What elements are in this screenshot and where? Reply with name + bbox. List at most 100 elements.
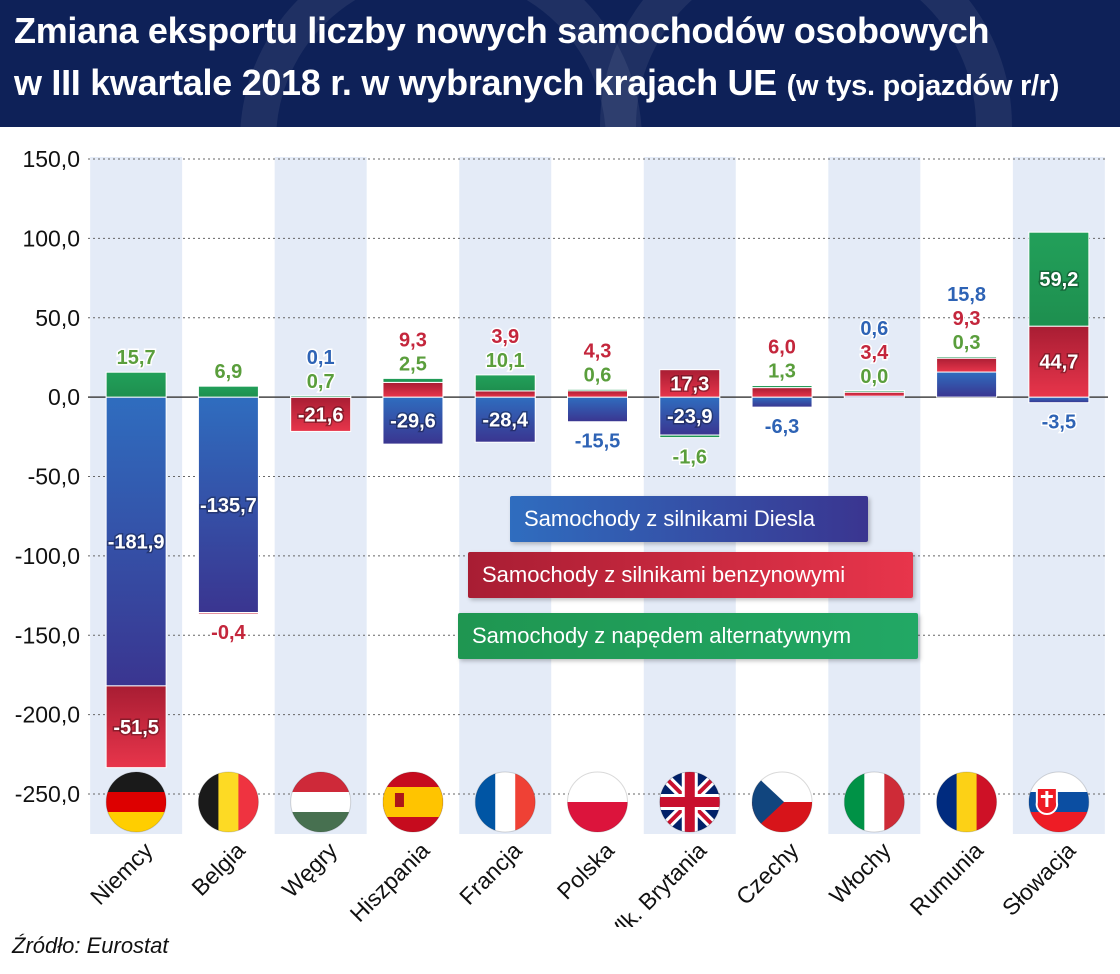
data-label: 59,2 xyxy=(1039,269,1078,291)
x-category-label: Hiszpania xyxy=(345,837,435,927)
bar-diesel xyxy=(474,396,536,443)
bar-alternative xyxy=(659,434,721,439)
bar-petrol xyxy=(1028,325,1090,398)
legend-item-petrol: Samochody z silnikami benzynowymi xyxy=(468,552,913,598)
data-label: 2,5 xyxy=(399,353,427,375)
flag-outline xyxy=(659,771,721,833)
data-label: 6,9 xyxy=(215,361,243,383)
bar-petrol xyxy=(659,369,721,398)
bar-diesel xyxy=(751,396,813,408)
y-tick-label: 100,0 xyxy=(22,225,80,251)
x-category-label: Słowacja xyxy=(997,837,1081,921)
x-axis-category-labels: Niemcy Belgia Węgry Hiszpania Francja PolskaW… xyxy=(85,837,1080,927)
y-tick-label: -150,0 xyxy=(15,622,80,648)
flag-spain-icon xyxy=(382,772,443,832)
bar-alternative xyxy=(290,395,352,398)
data-labels: -181,9 -51,5 15,7 -135,7 -0,4 6,9 0,1 -21,6 0,7 -… xyxy=(106,268,1080,741)
data-label: 15,7 xyxy=(117,347,156,369)
bar-alternative xyxy=(567,388,628,392)
bar-alternative xyxy=(382,377,444,383)
legend-item-diesel: Samochody z silnikami Diesla xyxy=(510,496,868,542)
bar-alternative xyxy=(1028,231,1090,327)
y-tick-label: -250,0 xyxy=(15,781,80,807)
bar-diesel xyxy=(659,396,721,436)
bar-alternative xyxy=(105,371,167,398)
data-label: 0,1 xyxy=(307,347,335,369)
flag-outline xyxy=(290,771,352,833)
legend-item-alternative: Samochody z napędem alternatywnym xyxy=(458,613,918,659)
data-label: -15,5 xyxy=(575,431,621,453)
bar-diesel xyxy=(936,371,998,398)
y-tick-label: -50,0 xyxy=(28,464,80,490)
x-category-label: Belgia xyxy=(186,837,250,901)
flag-outline xyxy=(382,771,444,833)
x-category-label: Czechy xyxy=(731,837,804,910)
bar-alternative xyxy=(936,356,998,359)
bar-diesel xyxy=(567,396,628,423)
data-label: 0,6 xyxy=(584,364,612,386)
flag-outline xyxy=(105,771,167,833)
data-label: -1,6 xyxy=(673,447,707,469)
data-label: -3,5 xyxy=(1042,412,1076,434)
bars xyxy=(105,231,1090,769)
column-band xyxy=(274,157,367,834)
flag-outline xyxy=(567,771,628,833)
data-label: 1,3 xyxy=(768,361,796,383)
data-label: -21,6 xyxy=(298,404,344,426)
flag-hungary-icon xyxy=(290,772,351,832)
chart-title-line-1: Zmiana eksportu liczby nowych samochodów… xyxy=(14,10,990,51)
data-label: -23,9 xyxy=(667,406,713,428)
bar-diesel xyxy=(1028,396,1090,404)
bar-petrol xyxy=(197,612,259,615)
chart-plot: 150,0 100,0 50,0 0,0 -50,0 -100,0 -150,0 -200,0… xyxy=(15,146,1108,927)
bar-petrol xyxy=(474,390,536,398)
x-category-label: Niemcy xyxy=(85,837,158,910)
bar-petrol xyxy=(936,356,998,373)
y-tick-label: 50,0 xyxy=(35,305,80,331)
column-band xyxy=(459,157,552,834)
x-category-label: Węgry xyxy=(277,837,343,903)
flag-outline xyxy=(1028,771,1090,833)
flag-romania-icon xyxy=(936,772,997,832)
data-label: -135,7 xyxy=(200,495,257,517)
bar-petrol xyxy=(751,387,813,398)
data-label: -51,5 xyxy=(113,717,159,739)
x-category-label: Polska xyxy=(552,837,619,904)
data-label: -181,9 xyxy=(108,532,165,554)
x-category-label: Rumunia xyxy=(905,837,989,921)
data-label: -28,4 xyxy=(482,410,528,432)
chart-unit-subtitle: (w tys. pojazdów r/r) xyxy=(786,70,1060,102)
bar-alternative xyxy=(843,390,905,393)
bar-alternative xyxy=(197,385,259,398)
data-label: 0,0 xyxy=(860,366,888,388)
y-tick-label: -200,0 xyxy=(15,702,80,728)
data-label: 0,6 xyxy=(860,318,888,340)
flag-france-icon xyxy=(475,772,536,832)
chart-header: Zmiana eksportu liczby nowych samochodów… xyxy=(0,0,1120,127)
y-axis-tick-labels: 150,0 100,0 50,0 0,0 -50,0 -100,0 -150,0 -200,0… xyxy=(15,146,80,807)
data-label: -0,4 xyxy=(211,622,246,644)
column-band xyxy=(828,157,921,834)
y-tick-label: -100,0 xyxy=(15,543,80,569)
flag-belgium-icon xyxy=(198,772,259,832)
bar-alternative xyxy=(474,374,536,392)
bar-petrol xyxy=(290,396,352,432)
x-category-label: Wlk. Brytania xyxy=(597,837,711,927)
data-label: -29,6 xyxy=(390,411,436,433)
data-label: 3,4 xyxy=(860,342,889,364)
data-label: 9,3 xyxy=(953,308,981,330)
bar-petrol xyxy=(382,381,444,398)
bar-diesel xyxy=(197,396,259,614)
flag-outline xyxy=(474,771,536,833)
x-category-label: Francja xyxy=(454,837,527,910)
data-label: 10,1 xyxy=(486,350,525,372)
column-band xyxy=(643,157,736,834)
flag-outline xyxy=(751,771,813,833)
data-label: 6,0 xyxy=(768,337,796,359)
chart-title-line-2-text: w III kwartale 2018 r. w wybranych kraja… xyxy=(14,62,777,103)
source-note: Źródło: Eurostat xyxy=(12,933,169,958)
flag-outline xyxy=(843,771,905,833)
data-label: 3,9 xyxy=(491,326,519,348)
data-label: -6,3 xyxy=(765,416,799,438)
data-label: 0,7 xyxy=(307,371,335,393)
